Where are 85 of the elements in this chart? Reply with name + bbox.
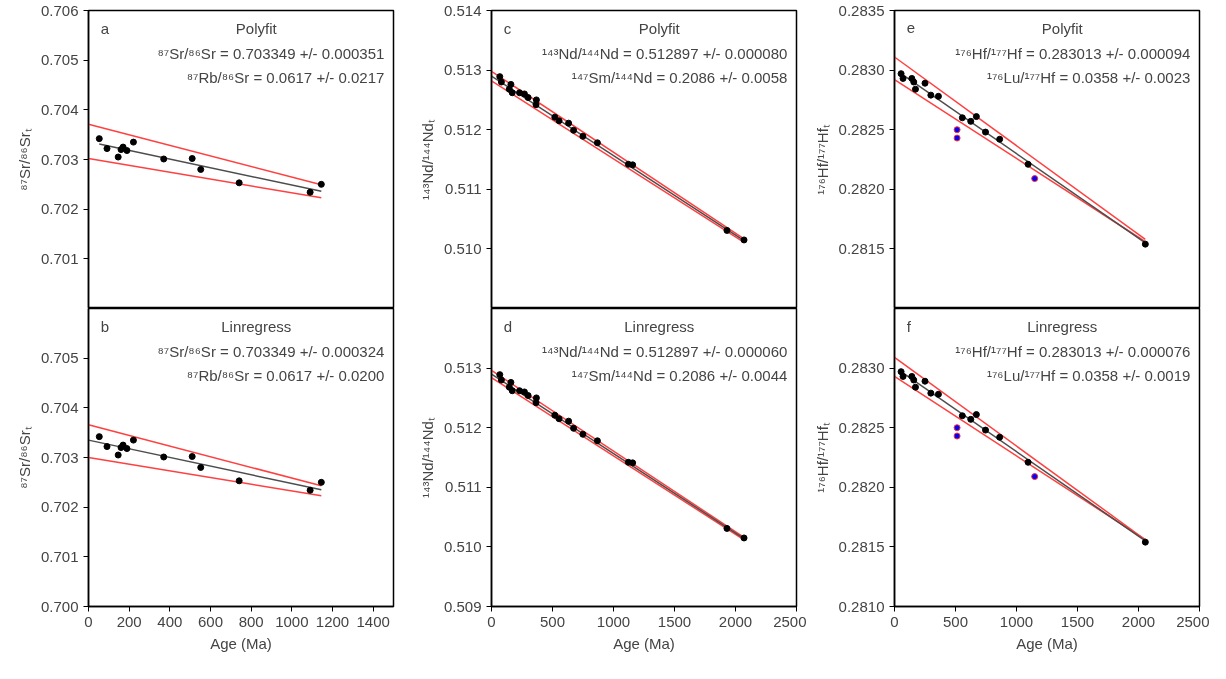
- annotation: ¹⁷⁶Hf/¹⁷⁷Hf = 0.283013 +/- 0.000076: [955, 343, 1191, 361]
- annotation: ¹⁴⁷Sm/¹⁴⁴Nd = 0.2086 +/- 0.0044: [571, 367, 788, 385]
- y-tick-label: 0.702: [40, 200, 79, 218]
- annotation: Polyfit: [638, 19, 681, 37]
- y-tick-label: 0.2815: [838, 239, 885, 257]
- x-tick-label: 1400: [356, 612, 390, 630]
- annotation: c: [503, 19, 512, 37]
- y-tick-label: 0.509: [443, 597, 482, 615]
- annotation: ¹⁷⁶Hf/¹⁷⁷Hf = 0.283013 +/- 0.000094: [955, 45, 1191, 63]
- y-tick-label: 0.2825: [838, 120, 885, 138]
- x-tick-label: 400: [157, 612, 183, 630]
- y-tick-label: 0.510: [443, 239, 482, 257]
- y-tick-label: 0.512: [443, 418, 482, 436]
- y-tick-label: 0.513: [443, 359, 482, 377]
- y-tick-label: 0.512: [443, 120, 482, 138]
- y-tick-label: 0.2810: [838, 597, 885, 615]
- x-tick-label: 1000: [596, 612, 631, 630]
- x-tick-label: 1500: [657, 612, 692, 630]
- annotation: ¹⁴⁷Sm/¹⁴⁴Nd = 0.2086 +/- 0.0058: [571, 69, 788, 87]
- y-axis-title: ⁸⁷Sr/⁸⁶Srₜ: [15, 128, 33, 191]
- y-tick-label: 0.510: [443, 537, 482, 555]
- x-tick-label: 2500: [1176, 612, 1210, 630]
- y-tick-label: 0.511: [445, 180, 482, 198]
- x-tick-label: 1200: [315, 612, 350, 630]
- y-tick-label: 0.2835: [838, 1, 885, 19]
- y-tick-label: 0.704: [40, 100, 79, 118]
- x-tick-label: 800: [238, 612, 264, 630]
- annotation: ¹⁷⁶Lu/¹⁷⁷Hf = 0.0358 +/- 0.0019: [986, 367, 1191, 385]
- y-tick-label: 0.701: [40, 249, 79, 267]
- annotation: ⁸⁷Sr/⁸⁶Sr = 0.703349 +/- 0.000351: [157, 45, 385, 63]
- y-tick-label: 0.2830: [838, 61, 885, 79]
- y-axis-title: ¹⁴³Nd/¹⁴⁴Ndₜ: [418, 119, 436, 200]
- annotation: ¹⁴³Nd/¹⁴⁴Nd = 0.512897 +/- 0.000060: [542, 343, 788, 361]
- y-tick-label: 0.511: [445, 478, 482, 496]
- y-tick-label: 0.706: [40, 1, 79, 19]
- x-tick-label: 2000: [1121, 612, 1156, 630]
- x-axis-title: Age (Ma): [210, 634, 272, 652]
- y-tick-label: 0.705: [40, 349, 79, 367]
- annotation: ⁸⁷Rb/⁸⁶Sr = 0.0617 +/- 0.0200: [186, 367, 385, 385]
- y-tick-label: 0.514: [443, 1, 482, 19]
- x-tick-label: 2000: [718, 612, 753, 630]
- y-tick-label: 0.703: [40, 150, 79, 168]
- x-tick-label: 1000: [275, 612, 309, 630]
- y-tick-label: 0.2825: [838, 418, 885, 436]
- y-tick-label: 0.2820: [838, 478, 885, 496]
- y-axis-title: ⁸⁷Sr/⁸⁶Srₜ: [15, 426, 33, 489]
- y-tick-label: 0.703: [40, 448, 79, 466]
- y-tick-label: 0.702: [40, 498, 79, 516]
- annotation: Linregress: [624, 317, 695, 335]
- y-axis-title: ¹⁴³Nd/¹⁴⁴Ndₜ: [418, 417, 436, 498]
- x-axis-title: Age (Ma): [1016, 634, 1078, 652]
- y-axis-title: ¹⁷⁶Hf/¹⁷⁷Hfₜ: [813, 422, 831, 493]
- x-tick-label: 0: [890, 612, 899, 630]
- annotation: ⁸⁷Rb/⁸⁶Sr = 0.0617 +/- 0.0217: [186, 69, 385, 87]
- annotation: Linregress: [221, 317, 292, 335]
- annotation: b: [100, 317, 110, 335]
- annotation: Polyfit: [1041, 19, 1084, 37]
- y-tick-label: 0.705: [40, 51, 79, 69]
- x-tick-label: 500: [539, 612, 566, 630]
- annotation: Linregress: [1027, 317, 1098, 335]
- annotation: ¹⁴³Nd/¹⁴⁴Nd = 0.512897 +/- 0.000080: [542, 45, 788, 63]
- annotation: ¹⁷⁶Lu/¹⁷⁷Hf = 0.0358 +/- 0.0023: [986, 69, 1191, 87]
- x-tick-label: 200: [116, 612, 142, 630]
- y-axis-title: ¹⁷⁶Hf/¹⁷⁷Hfₜ: [813, 124, 831, 195]
- annotation: d: [503, 317, 513, 335]
- y-tick-label: 0.704: [40, 398, 79, 416]
- x-tick-label: 1000: [999, 612, 1034, 630]
- x-tick-label: 2500: [773, 612, 807, 630]
- y-tick-label: 0.2815: [838, 537, 885, 555]
- annotation: a: [100, 19, 110, 37]
- x-tick-label: 0: [84, 612, 93, 630]
- x-axis-title: Age (Ma): [613, 634, 675, 652]
- x-tick-label: 600: [197, 612, 224, 630]
- annotation: Polyfit: [235, 19, 278, 37]
- x-tick-label: 1500: [1060, 612, 1095, 630]
- y-tick-label: 0.701: [40, 547, 79, 565]
- y-tick-label: 0.513: [443, 61, 482, 79]
- x-tick-label: 0: [487, 612, 496, 630]
- x-tick-label: 500: [942, 612, 969, 630]
- annotation: e: [906, 19, 916, 37]
- annotation: ⁸⁷Sr/⁸⁶Sr = 0.703349 +/- 0.000324: [157, 343, 385, 361]
- y-tick-label: 0.2820: [838, 180, 885, 198]
- y-tick-label: 0.2830: [838, 359, 885, 377]
- y-tick-label: 0.700: [40, 597, 79, 615]
- annotation: f: [906, 317, 912, 335]
